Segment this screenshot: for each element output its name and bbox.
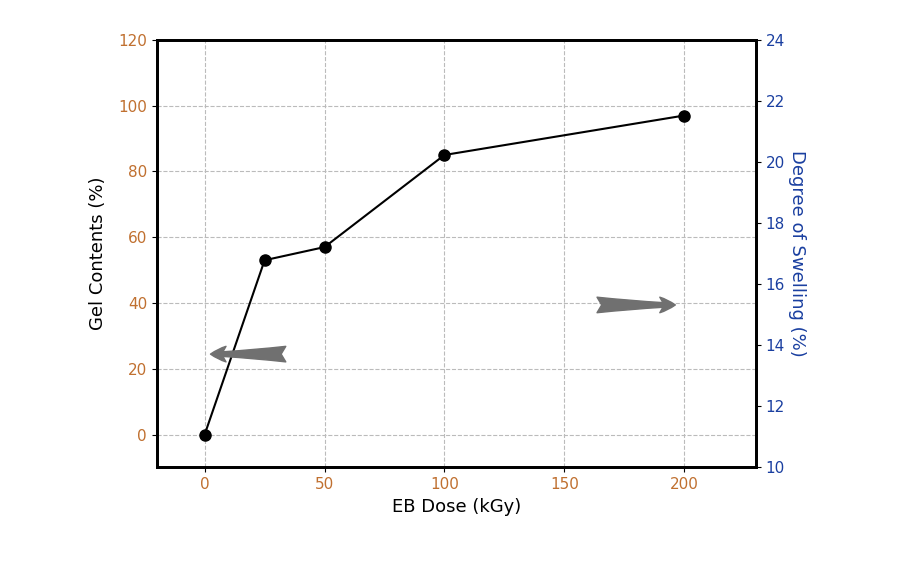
- Y-axis label: Gel Contents (%): Gel Contents (%): [89, 177, 107, 331]
- X-axis label: EB Dose (kGy): EB Dose (kGy): [392, 498, 521, 516]
- Y-axis label: Degree of Swelling (%): Degree of Swelling (%): [788, 150, 806, 357]
